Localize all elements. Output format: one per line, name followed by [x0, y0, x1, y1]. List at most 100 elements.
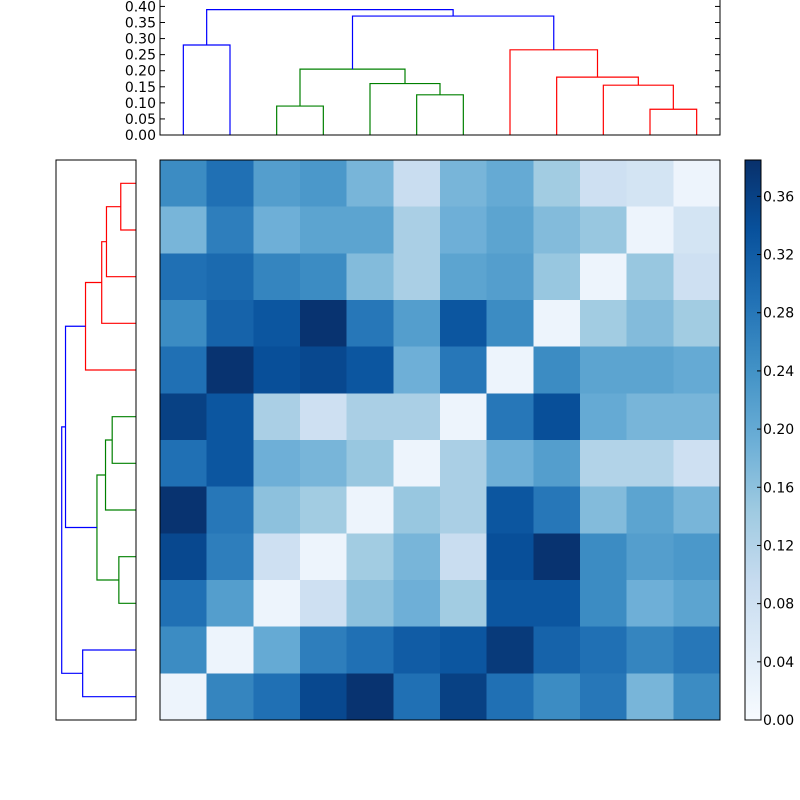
heatmap	[159, 159, 721, 721]
colorbar-tick-label-4: 0.16	[763, 480, 794, 496]
heatmap-cell-r7-c1	[206, 486, 254, 534]
top-dendrogram-link-4	[416, 94, 464, 135]
heatmap-cell-r1-c4	[346, 206, 394, 254]
heatmap-cell-r0-c11	[673, 160, 721, 208]
heatmap-cell-r1-c3	[300, 206, 348, 254]
colorbar: 0.00 0.04 0.08 0.12 0.16 0.20 0.24 0.28 0.32 0.36	[744, 159, 794, 729]
heatmap-cell-r5-c2	[253, 393, 301, 441]
heatmap-cell-r9-c11	[673, 580, 721, 628]
top-dendrogram-tick-label-0: 0.00	[125, 128, 156, 144]
heatmap-cell-r9-c5	[393, 580, 441, 628]
left-dendrogram-link-6	[118, 556, 136, 604]
heatmap-cell-r8-c1	[206, 533, 254, 581]
top-dendrogram-link-3	[509, 49, 599, 135]
heatmap-cell-r7-c2	[253, 486, 301, 534]
heatmap-cell-r8-c8	[533, 533, 581, 581]
heatmap-cell-r11-c0	[160, 673, 208, 721]
heatmap-cell-r10-c8	[533, 626, 581, 674]
heatmap-cell-r9-c2	[253, 580, 301, 628]
heatmap-cell-r0-c10	[626, 160, 674, 208]
heatmap-frame	[159, 159, 721, 721]
heatmap-cell-r5-c6	[440, 393, 488, 441]
heatmap-cell-r2-c9	[580, 253, 628, 301]
heatmap-cell-r6-c4	[346, 440, 394, 488]
heatmap-cell-r9-c4	[346, 580, 394, 628]
top-dendrogram-tick-label-2: 0.10	[125, 96, 156, 112]
heatmap-cell-r2-c8	[533, 253, 581, 301]
heatmap-cell-r11-c5	[393, 673, 441, 721]
heatmap-cell-r9-c7	[486, 580, 534, 628]
top-dendrogram-tick-label-4: 0.20	[125, 64, 156, 80]
heatmap-cell-r11-c8	[533, 673, 581, 721]
heatmap-cell-r0-c0	[160, 160, 208, 208]
left-dendrogram-link-0	[120, 182, 136, 231]
top-dendrogram-link-7	[299, 68, 406, 107]
heatmap-cell-r5-c4	[346, 393, 394, 441]
heatmap-cell-r9-c6	[440, 580, 488, 628]
heatmap-cell-r3-c6	[440, 300, 488, 348]
top-dendrogram-link-5	[369, 82, 441, 135]
heatmap-cell-r4-c2	[253, 346, 301, 394]
heatmap-cell-r11-c3	[300, 673, 348, 721]
heatmap-cell-r9-c8	[533, 580, 581, 628]
heatmap-cell-r6-c7	[486, 440, 534, 488]
heatmap-cell-r5-c1	[206, 393, 254, 441]
heatmap-cell-r6-c6	[440, 440, 488, 488]
heatmap-cell-r1-c6	[440, 206, 488, 254]
heatmap-cell-r3-c8	[533, 300, 581, 348]
heatmap-cell-r10-c11	[673, 626, 721, 674]
heatmap-cell-r3-c1	[206, 300, 254, 348]
heatmap-cell-r8-c0	[160, 533, 208, 581]
heatmap-cell-r7-c9	[580, 486, 628, 534]
heatmap-cell-r0-c5	[393, 160, 441, 208]
heatmap-cell-r7-c7	[486, 486, 534, 534]
heatmap-cell-r6-c11	[673, 440, 721, 488]
heatmap-cell-r4-c9	[580, 346, 628, 394]
heatmap-cell-r8-c11	[673, 533, 721, 581]
heatmap-cell-r6-c9	[580, 440, 628, 488]
heatmap-cell-r6-c5	[393, 440, 441, 488]
heatmap-cell-r2-c7	[486, 253, 534, 301]
heatmap-cell-r10-c1	[206, 626, 254, 674]
left-dendrogram-frame	[55, 159, 137, 721]
heatmap-cell-r3-c0	[160, 300, 208, 348]
heatmap-cell-r5-c0	[160, 393, 208, 441]
heatmap-cell-r5-c10	[626, 393, 674, 441]
heatmap-cell-r8-c4	[346, 533, 394, 581]
heatmap-cell-r0-c4	[346, 160, 394, 208]
heatmap-cell-r8-c9	[580, 533, 628, 581]
heatmap-cell-r2-c2	[253, 253, 301, 301]
heatmap-cell-r1-c7	[486, 206, 534, 254]
heatmap-cell-r3-c11	[673, 300, 721, 348]
heatmap-cell-r11-c6	[440, 673, 488, 721]
heatmap-cell-r5-c11	[673, 393, 721, 441]
top-dendrogram-link-1	[602, 84, 674, 135]
heatmap-cell-r5-c8	[533, 393, 581, 441]
heatmap-cell-r5-c5	[393, 393, 441, 441]
heatmap-cell-r10-c2	[253, 626, 301, 674]
heatmap-cell-r8-c7	[486, 533, 534, 581]
heatmap-cell-r6-c8	[533, 440, 581, 488]
heatmap-cell-r3-c4	[346, 300, 394, 348]
heatmap-cell-r3-c9	[580, 300, 628, 348]
heatmap-cell-r0-c1	[206, 160, 254, 208]
heatmap-cell-r1-c8	[533, 206, 581, 254]
heatmap-cell-r9-c0	[160, 580, 208, 628]
heatmap-cell-r3-c7	[486, 300, 534, 348]
heatmap-cell-r3-c10	[626, 300, 674, 348]
left-dendrogram	[55, 159, 137, 721]
heatmap-cell-r6-c10	[626, 440, 674, 488]
heatmap-cell-r10-c5	[393, 626, 441, 674]
heatmap-cell-r9-c9	[580, 580, 628, 628]
colorbar-tick-label-2: 0.08	[763, 597, 794, 613]
heatmap-cell-r4-c4	[346, 346, 394, 394]
left-dendrogram-link-3	[84, 281, 136, 371]
top-dendrogram-tick-label-3: 0.15	[125, 80, 156, 96]
top-dendrogram-frame	[159, 0, 721, 136]
heatmap-cell-r10-c10	[626, 626, 674, 674]
heatmap-cell-r7-c6	[440, 486, 488, 534]
heatmap-cell-r1-c9	[580, 206, 628, 254]
colorbar-frame	[744, 159, 762, 721]
heatmap-cell-r3-c3	[300, 300, 348, 348]
